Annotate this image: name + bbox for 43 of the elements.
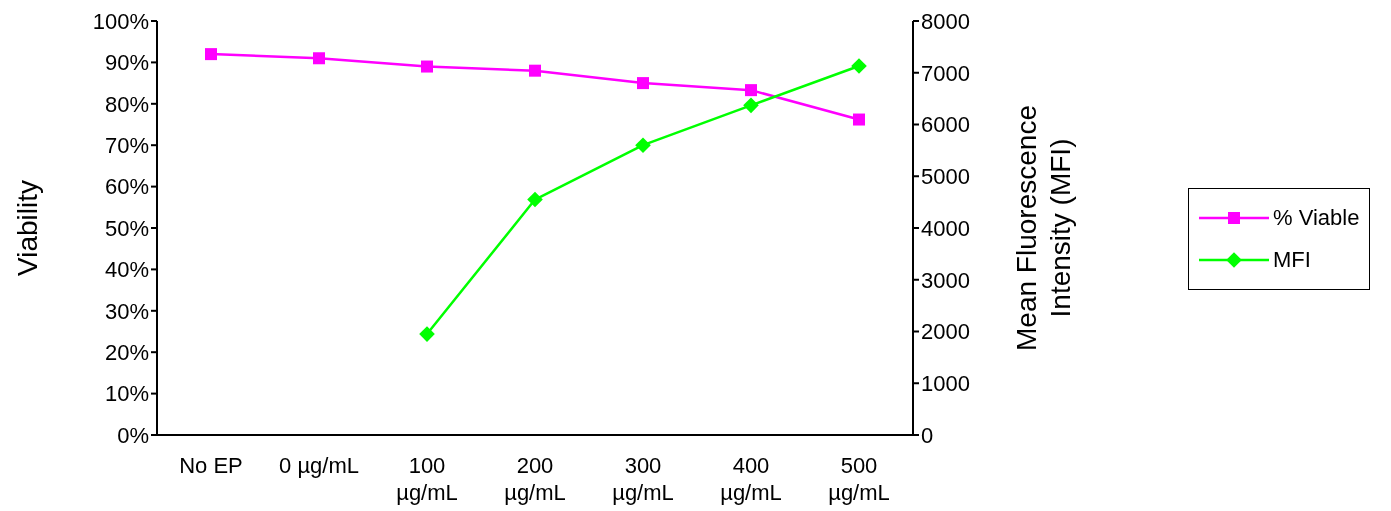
point xyxy=(421,60,433,73)
y-tick-label: 100% xyxy=(92,8,149,34)
y2-axis-title: Mean Fluorescence Intensity (MFI) xyxy=(1011,105,1076,351)
y-tick-label: 70% xyxy=(104,133,149,159)
y2-tick-label: 7000 xyxy=(921,60,970,86)
y2-tick-label: 1000 xyxy=(921,371,970,397)
point xyxy=(853,113,865,126)
y-tick-label: 10% xyxy=(104,381,149,407)
y-tick-label: 60% xyxy=(104,174,149,200)
y2-tick-label: 6000 xyxy=(921,112,970,138)
y2-tick-label: 8000 xyxy=(921,8,970,34)
point xyxy=(851,58,867,74)
point xyxy=(205,48,217,61)
legend-label: MFI xyxy=(1273,247,1311,273)
y-axis-title: Viability xyxy=(11,180,43,276)
y-tick-label: 90% xyxy=(104,50,149,76)
y2-tick-label: 0 xyxy=(921,422,934,448)
y2-tick-label: 4000 xyxy=(921,215,970,241)
x-tick-label: 300 µg/mL xyxy=(612,453,674,505)
point xyxy=(313,52,325,65)
y-tick-label: 50% xyxy=(104,215,149,241)
y2-tick-label: 2000 xyxy=(921,319,970,345)
y-tick-label: 30% xyxy=(104,298,149,324)
x-tick-label: 500 µg/mL xyxy=(828,453,890,505)
x-tick-label: No EP xyxy=(179,453,243,478)
point xyxy=(743,97,759,114)
y-tick-label: 40% xyxy=(104,257,149,283)
y-tick-label: 20% xyxy=(104,340,149,366)
point xyxy=(637,77,649,90)
point xyxy=(527,191,543,208)
point xyxy=(419,326,435,342)
x-tick-label: 100 µg/mL xyxy=(396,453,458,505)
y-tick-label: 0% xyxy=(117,422,149,448)
x-tick-label: 400 µg/mL xyxy=(720,453,782,505)
point xyxy=(745,84,757,97)
legend-label: % Viable xyxy=(1273,205,1360,231)
point xyxy=(529,64,541,77)
x-tick-label: 200 µg/mL xyxy=(504,453,566,505)
y2-tick-label: 3000 xyxy=(921,267,970,293)
point xyxy=(635,137,651,153)
y2-tick-label: 5000 xyxy=(921,164,970,190)
x-tick-label: 0 µg/mL xyxy=(279,453,359,478)
y-tick-label: 80% xyxy=(104,91,149,117)
